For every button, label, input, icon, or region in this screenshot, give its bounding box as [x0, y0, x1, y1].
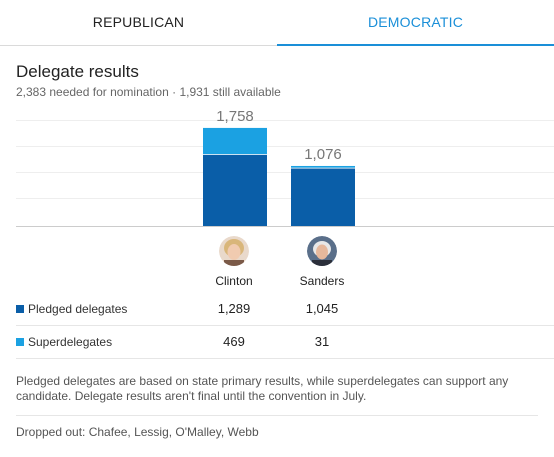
sanders-pledged-value: 1,045 [305, 301, 339, 316]
sanders-avatar [307, 236, 337, 266]
tab-republican[interactable]: REPUBLICAN [92, 14, 185, 30]
clinton-super-value: 469 [223, 334, 245, 349]
delegate-bar-chart: 1,758 1,076 [16, 108, 554, 227]
explanatory-note: Pledged delegates are based on state pri… [16, 374, 509, 403]
pledged-label: Pledged delegates [28, 302, 128, 316]
pledged-swatch [16, 305, 24, 313]
sanders-super-value: 31 [314, 334, 330, 349]
candidate-name: Clinton [215, 274, 253, 288]
super-row: Superdelegates 469 31 [16, 326, 554, 359]
bar-sanders-pledged [291, 167, 355, 226]
bar-clinton-super [203, 127, 267, 155]
bar-total-label-sanders: 1,076 [304, 146, 342, 163]
dropped-out-text: Dropped out: Chafee, Lessig, O'Malley, W… [16, 425, 259, 439]
super-swatch [16, 338, 24, 346]
candidate-sanders: Sanders [287, 236, 357, 288]
party-tabs: REPUBLICAN DEMOCRATIC [0, 0, 554, 46]
delegate-chart: 1,758 1,076 [16, 108, 554, 227]
bar-clinton-pledged [203, 154, 267, 226]
pledged-row: Pledged delegates 1,289 1,045 [16, 293, 554, 326]
bar-sanders-super [291, 165, 355, 168]
candidate-clinton: Clinton [199, 236, 269, 288]
super-label: Superdelegates [28, 335, 113, 349]
bar-total-label-clinton: 1,758 [216, 108, 254, 125]
divider [16, 415, 538, 416]
section-title: Delegate results [16, 62, 139, 81]
clinton-avatar [219, 236, 249, 266]
clinton-pledged-value: 1,289 [217, 301, 251, 316]
section-subtitle: 2,383 needed for nomination · 1,931 stil… [16, 85, 281, 99]
candidate-name: Sanders [299, 274, 345, 288]
tab-democratic[interactable]: DEMOCRATIC [277, 0, 554, 46]
